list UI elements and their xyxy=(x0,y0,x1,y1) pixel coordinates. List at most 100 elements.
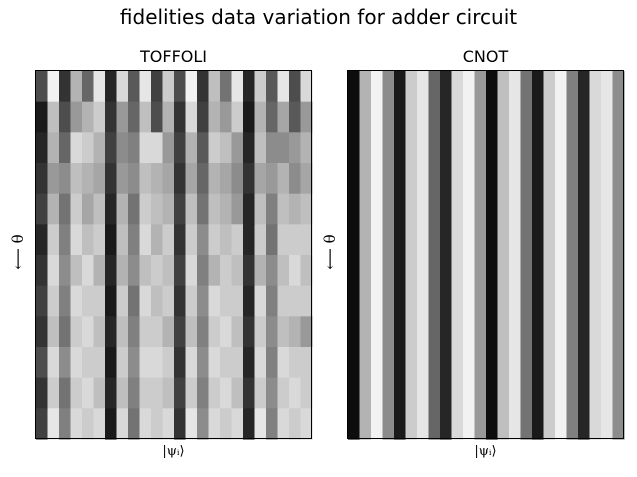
heatmap-cell xyxy=(128,71,141,103)
heatmap-cell xyxy=(300,347,313,379)
heatmap-cell xyxy=(417,71,430,440)
heatmap-cell xyxy=(162,71,175,103)
heatmap-cell xyxy=(105,408,118,440)
heatmap-cell xyxy=(243,132,256,164)
heatmap-cell xyxy=(151,163,164,195)
heatmap-cell xyxy=(231,101,244,133)
heatmap-cell xyxy=(300,193,313,225)
heatmap-cell xyxy=(116,132,129,164)
heatmap-cell xyxy=(174,285,187,317)
heatmap-cell xyxy=(36,224,49,256)
heatmap-cell xyxy=(59,224,72,256)
heatmap-cell xyxy=(277,408,290,440)
heatmap-cell xyxy=(601,71,614,440)
heatmap-cell xyxy=(208,347,221,379)
heatmap-cell xyxy=(128,101,141,133)
heatmap-cell xyxy=(289,285,302,317)
heatmap-cell xyxy=(266,255,279,287)
heatmap-cell xyxy=(243,163,256,195)
heatmap-cell xyxy=(231,316,244,348)
heatmap-cell xyxy=(220,163,233,195)
heatmap-cell xyxy=(105,377,118,409)
heatmap-cell xyxy=(139,347,152,379)
heatmap-cell xyxy=(47,316,60,348)
heatmap-cell xyxy=(128,316,141,348)
heatmap-cell xyxy=(197,377,210,409)
heatmap-cell xyxy=(520,71,533,440)
heatmap-cell xyxy=(208,255,221,287)
heatmap-cell xyxy=(162,132,175,164)
heatmap-cell xyxy=(59,316,72,348)
heatmap-cell xyxy=(254,285,267,317)
heatmap-cell xyxy=(70,255,83,287)
heatmap-cell xyxy=(300,163,313,195)
heatmap-cell xyxy=(197,101,210,133)
heatmap-cell xyxy=(289,316,302,348)
heatmap-cell xyxy=(162,377,175,409)
heatmap-cell xyxy=(116,316,129,348)
toffoli-frame xyxy=(35,70,312,439)
heatmap-cell xyxy=(174,71,187,103)
toffoli-ylabel: ⟵ θ xyxy=(9,234,27,270)
heatmap-cell xyxy=(589,71,602,440)
heatmap-cell xyxy=(509,71,522,440)
heatmap-cell xyxy=(197,285,210,317)
heatmap-cell xyxy=(486,71,499,440)
heatmap-cell xyxy=(128,132,141,164)
cnot-xlabel: |ψᵢ⟩ xyxy=(474,444,497,459)
heatmap-cell xyxy=(208,132,221,164)
heatmap-cell xyxy=(254,163,267,195)
heatmap-cell xyxy=(266,347,279,379)
heatmap-cell xyxy=(243,316,256,348)
heatmap-cell xyxy=(93,316,106,348)
heatmap-cell xyxy=(128,255,141,287)
heatmap-cell xyxy=(197,224,210,256)
heatmap-cell xyxy=(82,71,95,103)
heatmap-cell xyxy=(231,285,244,317)
heatmap-cell xyxy=(116,193,129,225)
heatmap-cell xyxy=(578,71,591,440)
heatmap-cell xyxy=(105,163,118,195)
heatmap-cell xyxy=(70,132,83,164)
heatmap-cell xyxy=(428,71,441,440)
heatmap-cell xyxy=(254,316,267,348)
heatmap-cell xyxy=(185,163,198,195)
heatmap-cell xyxy=(93,285,106,317)
heatmap-cell xyxy=(139,377,152,409)
heatmap-cell xyxy=(105,132,118,164)
heatmap-cell xyxy=(243,255,256,287)
heatmap-cell xyxy=(266,101,279,133)
heatmap-cell xyxy=(93,101,106,133)
heatmap-cell xyxy=(93,224,106,256)
heatmap-cell xyxy=(300,224,313,256)
toffoli-xlabel: |ψᵢ⟩ xyxy=(162,444,185,459)
heatmap-cell xyxy=(254,408,267,440)
heatmap-cell xyxy=(208,224,221,256)
heatmap-cell xyxy=(59,255,72,287)
heatmap-cell xyxy=(266,408,279,440)
heatmap-cell xyxy=(162,101,175,133)
heatmap-cell xyxy=(254,347,267,379)
heatmap-cell xyxy=(197,71,210,103)
heatmap-cell xyxy=(254,193,267,225)
heatmap-cell xyxy=(93,255,106,287)
heatmap-cell xyxy=(277,71,290,103)
heatmap-cell xyxy=(47,377,60,409)
heatmap-cell xyxy=(116,408,129,440)
heatmap-cell xyxy=(243,377,256,409)
heatmap-cell xyxy=(220,71,233,103)
heatmap-cell xyxy=(151,408,164,440)
heatmap-cell xyxy=(277,255,290,287)
heatmap-cell xyxy=(128,285,141,317)
heatmap-cell xyxy=(139,193,152,225)
heatmap-cell xyxy=(139,408,152,440)
heatmap-cell xyxy=(243,71,256,103)
heatmap-cell xyxy=(440,71,453,440)
heatmap-cell xyxy=(348,71,361,440)
heatmap-cell xyxy=(208,163,221,195)
heatmap-cell xyxy=(82,132,95,164)
heatmap-cell xyxy=(231,163,244,195)
heatmap-cell xyxy=(197,408,210,440)
heatmap-cell xyxy=(208,101,221,133)
heatmap-cell xyxy=(300,316,313,348)
